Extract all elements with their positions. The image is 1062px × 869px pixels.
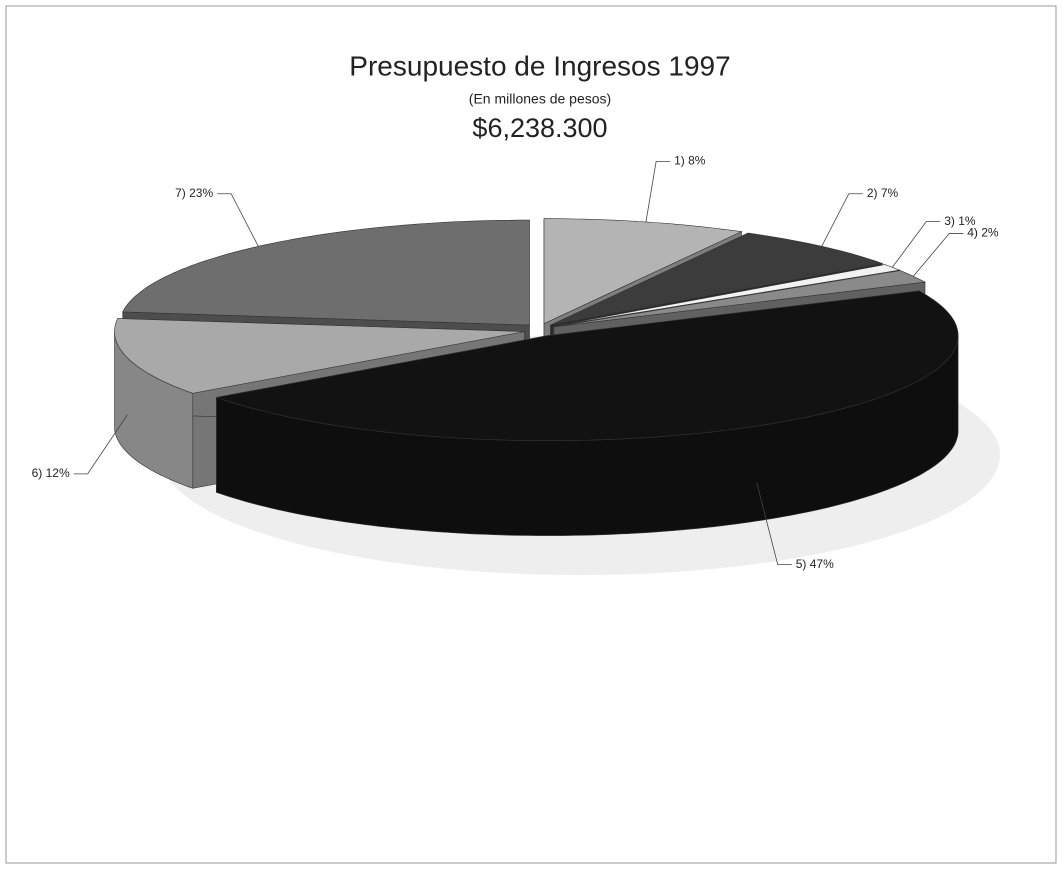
leader-line (821, 193, 863, 247)
leader-line (645, 160, 671, 223)
chart-total: $6,238.300 (472, 113, 607, 143)
data-label: 6) 12% (32, 466, 70, 480)
slice (114, 318, 525, 394)
leader-line (217, 193, 259, 247)
leader-line (892, 221, 941, 268)
data-label: 4) 2% (967, 226, 999, 240)
data-label: 3) 1% (944, 214, 976, 228)
slice (216, 290, 959, 441)
leader-line (756, 482, 792, 566)
leader-line (913, 233, 964, 277)
chart-subtitle: (En millones de pesos) (469, 91, 611, 107)
data-label: 7) 23% (175, 186, 213, 200)
data-label: 2) 7% (867, 186, 899, 200)
tops (114, 218, 959, 441)
leader-line (73, 414, 128, 475)
data-label: 5) 47% (796, 557, 834, 571)
chart-title: Presupuesto de Ingresos 1997 (349, 50, 730, 81)
data-label: 1) 8% (674, 154, 706, 168)
slice (553, 264, 901, 327)
